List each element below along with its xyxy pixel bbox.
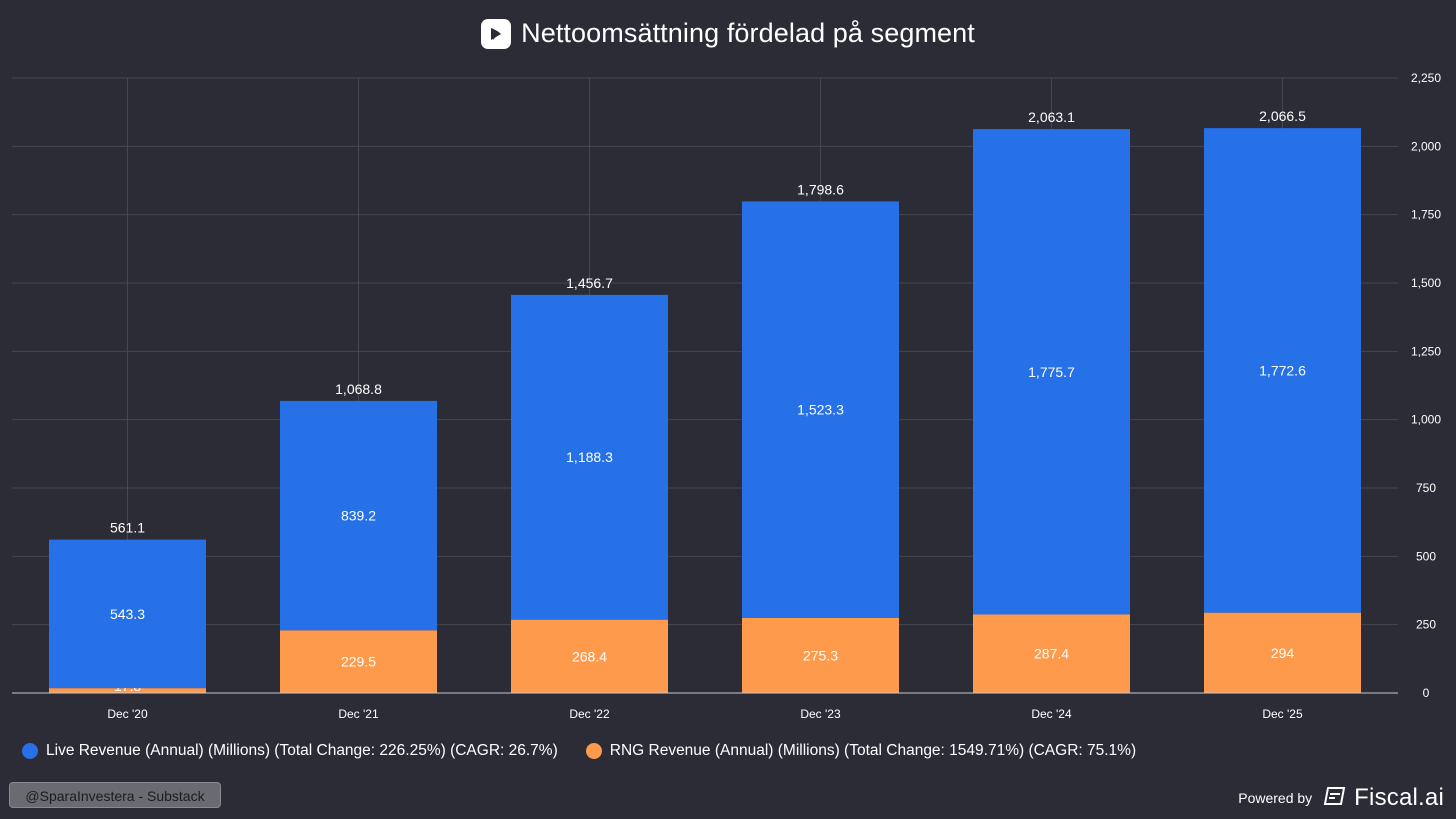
chart-legend: Live Revenue (Annual) (Millions) (Total … xyxy=(22,742,1164,760)
total-label: 2,063.1 xyxy=(1028,109,1075,125)
y-tick-label: 1,500 xyxy=(1411,276,1441,290)
data-label-rng: 287.4 xyxy=(1034,646,1069,662)
data-label-live: 1,523.3 xyxy=(797,402,844,418)
fiscal-ai-logo-icon xyxy=(481,18,512,49)
x-tick-label: Dec '21 xyxy=(338,707,379,721)
bar-segment-live xyxy=(742,201,899,618)
total-label: 561.1 xyxy=(110,520,145,536)
data-label-live: 839.2 xyxy=(341,508,376,524)
chart-title-bar: Nettoomsättning fördelad på segment xyxy=(0,18,1456,49)
y-tick-label: 500 xyxy=(1416,549,1436,563)
powered-by-label: Powered by xyxy=(1238,790,1313,806)
y-tick-label: 1,250 xyxy=(1411,344,1441,358)
stacked-bar-chart: 0 250 500 750 1,000 1,250 1,500 1,750 2,000 2,250… xyxy=(12,71,1441,721)
x-tick-label: Dec '24 xyxy=(1031,707,1072,721)
legend-item-live[interactable]: Live Revenue (Annual) (Millions) (Total … xyxy=(22,742,558,760)
fiscal-ai-brand-name: Fiscal.ai xyxy=(1354,784,1444,811)
substack-badge[interactable]: @SparaInvestera - Substack xyxy=(9,782,221,808)
data-label-rng: 275.3 xyxy=(803,647,838,663)
data-label-live: 1,772.6 xyxy=(1259,362,1306,378)
total-label: 1,456.7 xyxy=(566,275,613,291)
fiscal-ai-brand-icon xyxy=(1322,786,1346,811)
bar-segment-rng xyxy=(1204,612,1361,693)
legend-item-rng[interactable]: RNG Revenue (Annual) (Millions) (Total C… xyxy=(585,742,1137,760)
y-tick-label: 250 xyxy=(1416,618,1436,632)
bar-segment-rng xyxy=(511,619,668,693)
total-label: 2,066.5 xyxy=(1259,108,1306,124)
bar-segment-live xyxy=(973,129,1130,615)
bar-segment-live xyxy=(1204,128,1361,613)
legend-label-rng: RNG Revenue (Annual) (Millions) (Total C… xyxy=(609,742,1137,759)
data-label-live: 1,188.3 xyxy=(566,449,613,465)
x-tick-label: Dec '22 xyxy=(569,707,610,721)
bar-segment-live xyxy=(511,294,668,620)
y-tick-label: 2,250 xyxy=(1411,71,1441,85)
bar-segment-live xyxy=(280,400,437,631)
x-tick-label: Dec '25 xyxy=(1262,707,1303,721)
y-tick-label: 1,000 xyxy=(1411,413,1441,427)
x-tick-label: Dec '20 xyxy=(107,707,148,721)
bar-segment-rng xyxy=(49,688,206,693)
data-label-rng: 229.5 xyxy=(341,654,376,670)
y-tick-label: 0 xyxy=(1423,686,1430,700)
bar-segment-live xyxy=(49,539,206,689)
y-tick-label: 750 xyxy=(1416,481,1436,495)
y-tick-label: 1,750 xyxy=(1411,208,1441,222)
x-tick-label: Dec '23 xyxy=(800,707,841,721)
y-tick-label: 2,000 xyxy=(1411,139,1441,153)
bar-segment-rng xyxy=(280,630,437,693)
powered-by-fiscal[interactable]: Powered by Fiscal.ai xyxy=(1238,784,1444,812)
bar-segment-rng xyxy=(973,614,1130,693)
chart-title: Nettoomsättning fördelad på segment xyxy=(521,18,975,48)
legend-label-live: Live Revenue (Annual) (Millions) (Total … xyxy=(46,742,558,759)
legend-swatch-live xyxy=(22,743,38,759)
total-label: 1,798.6 xyxy=(797,181,844,197)
data-label-live: 543.3 xyxy=(110,606,145,622)
data-label-rng: 268.4 xyxy=(572,648,607,664)
total-label: 1,068.8 xyxy=(335,381,382,397)
data-label-live: 1,775.7 xyxy=(1028,364,1075,380)
legend-swatch-rng xyxy=(585,743,602,759)
data-label-rng: 294 xyxy=(1271,645,1295,661)
bar-segment-rng xyxy=(742,617,899,693)
